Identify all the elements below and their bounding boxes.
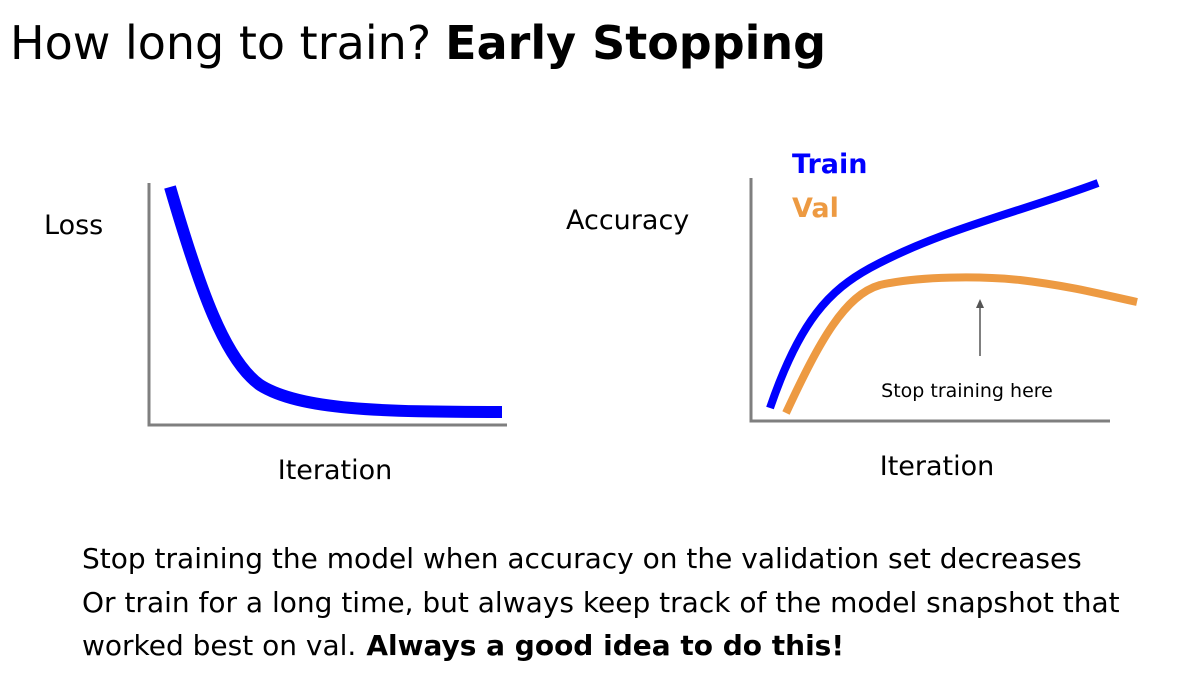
loss-y-label: Loss (44, 210, 103, 241)
legend-train: Train (792, 149, 867, 180)
body-line: Or train for a long time, but always kee… (82, 586, 1120, 619)
stop-annotation: Stop training here (881, 380, 1053, 402)
body-line-plain: worked best on val. (82, 629, 356, 662)
body-line: worked best on val. Always a good idea to… (82, 629, 844, 662)
title-bold: Early Stopping (445, 16, 826, 70)
legend-val: Val (792, 193, 839, 224)
train-curve (766, 179, 1100, 410)
loss-curve (164, 185, 503, 418)
val-curve (782, 273, 1138, 415)
slide-title: How long to train? Early Stopping (10, 16, 826, 70)
body-line: Stop training the model when accuracy on… (82, 542, 1082, 575)
accuracy-x-label: Iteration (880, 451, 995, 482)
accuracy-y-label: Accuracy (566, 205, 689, 236)
title-plain: How long to train? (10, 16, 431, 70)
body-bold: Always a good idea to do this! (366, 629, 844, 662)
loss-x-label: Iteration (278, 455, 393, 486)
loss-axes (147, 183, 507, 427)
accuracy-axes (749, 178, 1110, 423)
stop-arrowhead (976, 299, 984, 308)
